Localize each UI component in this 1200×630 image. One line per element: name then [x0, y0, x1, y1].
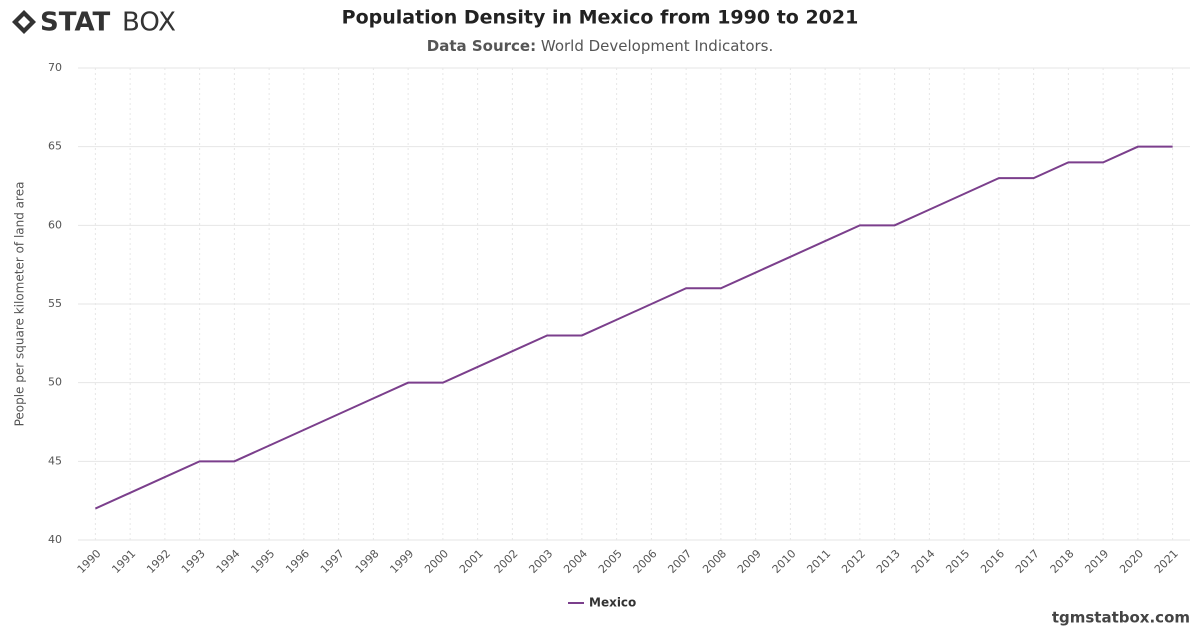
x-tick-label: 2007 — [665, 547, 694, 576]
y-tick-label: 65 — [48, 140, 62, 153]
x-tick-label: 2005 — [596, 547, 625, 576]
x-tick-label: 2006 — [631, 547, 660, 576]
x-tick-label: 2020 — [1117, 547, 1146, 576]
x-tick-label: 1990 — [75, 547, 104, 576]
subtitle-label: Data Source: — [427, 37, 536, 55]
x-tick-label: 2018 — [1048, 547, 1077, 576]
x-tick-label: 1996 — [283, 547, 312, 576]
y-tick-label: 60 — [48, 218, 62, 231]
subtitle: Data Source: World Development Indicator… — [427, 37, 774, 55]
logo: STAT BOX — [12, 8, 176, 38]
y-tick-label: 70 — [48, 61, 62, 74]
logo-bold: STAT — [40, 8, 111, 38]
x-tick-label: 1998 — [353, 547, 382, 576]
x-tick-label: 1992 — [144, 547, 173, 576]
x-tick-label: 1999 — [387, 547, 416, 576]
line — [94, 145, 1173, 510]
logo-light: BOX — [122, 8, 176, 38]
x-tick-label: 2017 — [1013, 547, 1042, 576]
x-tick-label: 2001 — [457, 547, 486, 576]
x-tick-label: 1994 — [214, 547, 243, 576]
x-tick-label: 1993 — [179, 547, 208, 576]
x-tick-label: 1991 — [109, 547, 138, 576]
x-tick-label: 2003 — [526, 547, 555, 576]
x-tick-label: 2014 — [909, 547, 938, 576]
x-tick-label: 1997 — [318, 547, 347, 576]
x-tick-label: 2004 — [561, 547, 590, 576]
x-tick-label: 2015 — [943, 547, 972, 576]
x-tick-label: 2000 — [422, 547, 451, 576]
x-tick-label: 2013 — [874, 547, 903, 576]
chart-title: Population Density in Mexico from 1990 t… — [342, 7, 859, 29]
y-tick-label: 50 — [48, 376, 62, 389]
x-tick-label: 1995 — [248, 547, 277, 576]
x-tick-label: 2016 — [978, 547, 1007, 576]
logo-icon-inner — [18, 16, 30, 28]
x-tick-label: 2012 — [839, 547, 868, 576]
y-axis-label: People per square kilometer of land area — [13, 182, 27, 427]
subtitle-text: World Development Indicators. — [541, 37, 773, 55]
x-tick-label: 2011 — [804, 547, 833, 576]
x-tick-label: 2010 — [770, 547, 799, 576]
x-tick-label: 2021 — [1152, 547, 1181, 576]
x-tick-label: 2002 — [492, 547, 521, 576]
footer: tgmstatbox.com — [1052, 609, 1190, 627]
y-tick-label: 40 — [48, 533, 62, 546]
y-tick-label: 45 — [48, 454, 62, 467]
x-tick-label: 2009 — [735, 547, 764, 576]
x-tick-label: 2008 — [700, 547, 729, 576]
y-tick-label: 55 — [48, 297, 62, 310]
legend-label: Mexico — [589, 596, 636, 610]
x-tick-label: 2019 — [1082, 547, 1111, 576]
